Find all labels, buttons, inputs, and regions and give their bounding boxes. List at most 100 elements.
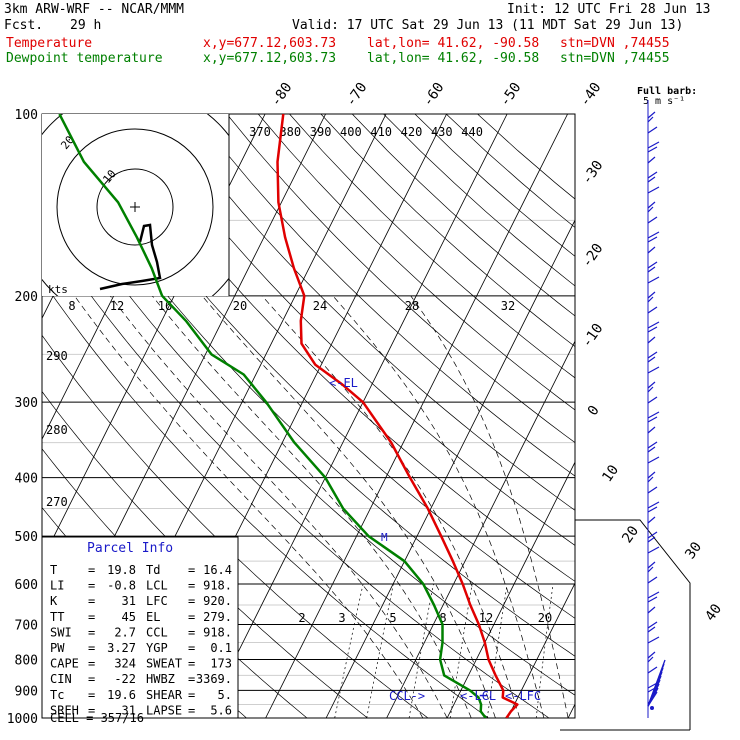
wind-barb-flag — [647, 261, 658, 269]
parcel-param-value: 19.6 — [107, 688, 136, 702]
theta-label: 430 — [431, 125, 453, 139]
parcel-param-eq: = — [88, 688, 95, 702]
mixing-ratio-label: 2 — [298, 611, 305, 625]
isotherm-label: 30 — [682, 539, 705, 562]
theta-label: 370 — [249, 125, 271, 139]
wind-barb — [647, 651, 656, 663]
pressure-label: 600 — [15, 578, 38, 593]
pressure-label: 700 — [15, 618, 38, 633]
wind-barb-flag — [647, 141, 660, 149]
wind-barb-flag — [647, 276, 660, 284]
isotherm-label: 40 — [702, 601, 725, 624]
hodograph-ring — [56, 128, 214, 286]
parcel-param-name: Tc — [50, 688, 64, 702]
wind-barb-flag — [647, 351, 658, 359]
parcel-param-value: 920. — [203, 594, 232, 608]
wind-barb — [647, 336, 656, 344]
wind-barb-flag — [647, 296, 654, 303]
hodograph-axis-label: 28 — [405, 299, 419, 313]
wind-barb-flag — [647, 176, 656, 183]
wind-barb-flag — [647, 116, 654, 123]
parcel-param-eq: = — [188, 641, 195, 655]
parcel-param-eq: = — [88, 657, 95, 671]
parcel-param-name: K — [50, 594, 58, 608]
wind-barb — [647, 186, 660, 194]
isotherm-label: 10 — [599, 462, 622, 485]
wind-barb-flag — [647, 531, 658, 539]
isotherm-label: -40 — [577, 80, 605, 110]
wind-scale-title: Full barb: — [637, 86, 697, 97]
wind-barb-flag — [647, 396, 658, 404]
parcel-param-value: 324 — [114, 657, 136, 671]
wind-barb-flag — [647, 596, 658, 603]
wind-barb-flag — [647, 366, 660, 374]
parcel-param-value: 173 — [210, 657, 232, 671]
wind-barb-flag — [647, 536, 656, 543]
wind-barb — [647, 396, 658, 404]
parcel-param-eq: = — [188, 579, 195, 593]
parcel-param-name: T — [50, 563, 57, 577]
parcel-param-value: 31 — [122, 703, 136, 717]
wind-barb — [647, 141, 660, 153]
wind-barb-flag — [647, 411, 660, 419]
parcel-param-name: EL — [146, 610, 160, 624]
wind-barb — [647, 576, 658, 584]
hodograph-axis-label: 12 — [110, 299, 124, 313]
parcel-param-eq: = — [88, 610, 95, 624]
hodograph-axis-label: 32 — [501, 299, 515, 313]
hodograph-axis-label: 24 — [313, 299, 327, 313]
parcel-param-name: CCL — [146, 625, 168, 639]
wind-barb — [647, 561, 656, 573]
wind-barb-flag — [647, 111, 656, 119]
wind-barb-flag — [647, 216, 658, 224]
parcel-param-name: SWEAT — [146, 657, 182, 671]
pressure-label: 900 — [15, 684, 38, 699]
wind-barb — [647, 621, 658, 633]
wind-barb — [647, 666, 658, 674]
parcel-param-name: YGP — [146, 641, 168, 655]
pressure-label: 300 — [15, 396, 38, 411]
wind-barb-flag — [647, 201, 656, 209]
wind-barb-flag — [647, 326, 658, 333]
wind-barb-flag — [647, 656, 654, 663]
wind-barb — [647, 636, 660, 644]
wind-barbs: Full barb:5 m s⁻¹ — [637, 86, 697, 718]
wind-column-outline — [575, 519, 691, 730]
wind-barb-flag — [647, 456, 660, 464]
wind-barb-flag — [647, 246, 656, 254]
isotherm-line — [265, 114, 568, 718]
model-title: 3km ARW-WRF -- NCAR/MMM — [4, 2, 185, 17]
wind-barb — [647, 246, 656, 254]
parcel-param-eq: = — [188, 610, 195, 624]
wind-barb-flag — [647, 291, 656, 299]
wind-barb-flag — [647, 206, 654, 213]
wind-barb — [647, 411, 660, 423]
isotherm-label: -60 — [420, 80, 448, 110]
isotherm-label: -10 — [579, 321, 607, 351]
wind-barb-flag — [647, 236, 658, 243]
legend-dewpoint: Dewpoint temperature — [6, 51, 163, 66]
hodograph-rings — [42, 114, 229, 296]
theta-label: 410 — [370, 125, 392, 139]
wind-barb-flag — [647, 576, 658, 584]
parcel-param-value: 0.1 — [210, 641, 232, 655]
parcel-param-value: -0.8 — [107, 579, 136, 593]
wind-barb-flag — [647, 471, 656, 479]
wind-barb-flag — [647, 426, 656, 434]
parcel-param-value: 279. — [203, 610, 232, 624]
parcel-param-eq: = — [188, 563, 195, 577]
wind-barb-flag — [647, 591, 660, 599]
pressure-label: 1000 — [7, 712, 38, 727]
parcel-param-eq: = — [188, 688, 195, 702]
dry-adiabat — [226, 114, 575, 444]
wind-barb — [647, 306, 658, 314]
parcel-param-name: LCL — [146, 579, 168, 593]
parcel-info-title: Parcel Info — [87, 541, 173, 556]
moist-adiabat — [201, 295, 496, 718]
parcel-param-eq: = — [88, 625, 95, 639]
isotherm-line — [629, 114, 740, 718]
isotherm-label: -70 — [343, 80, 371, 110]
valid-time: Valid: 17 UTC Sat 29 Jun 13 (11 MDT Sat … — [292, 18, 684, 33]
parcel-info-panel: Parcel Info T = 19.8 Td = 16.4 LI = -0.8 LCL = 918. K… — [41, 536, 239, 725]
parcel-param-value: 45 — [122, 610, 136, 624]
